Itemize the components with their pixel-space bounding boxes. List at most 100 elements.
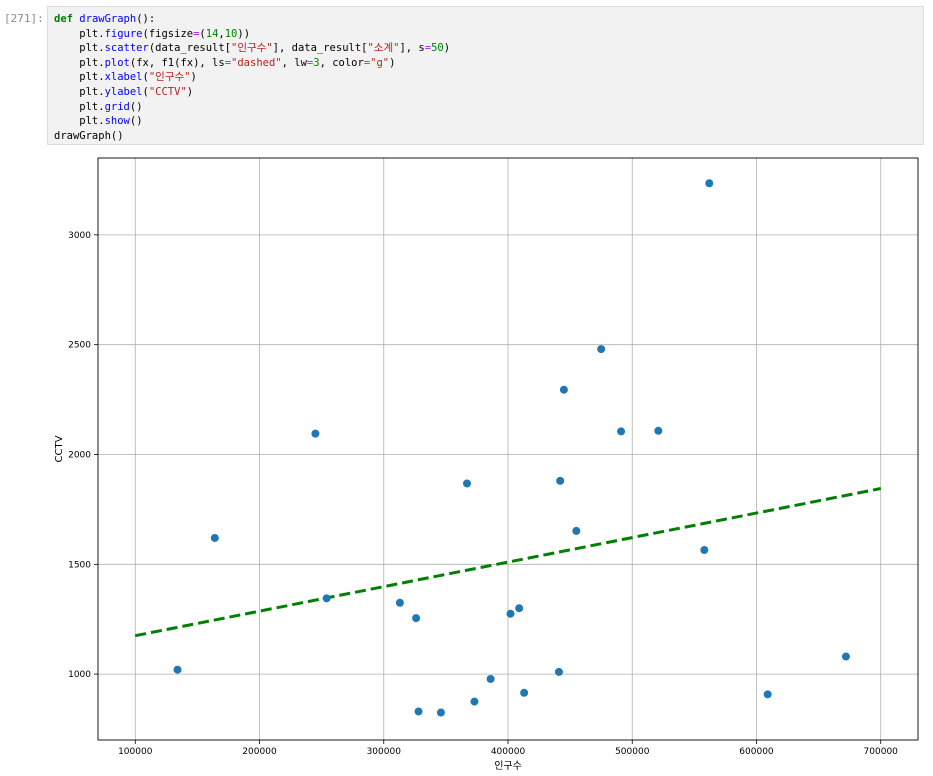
scatter-point [173, 665, 182, 674]
scatter-point [414, 707, 423, 716]
axis-ticks: 100000 200000 300000 400000 500000 600000 7000… [68, 231, 898, 757]
code-token: plt. [54, 85, 105, 98]
x-tick-label: 300000 [367, 747, 402, 757]
x-axis-label: 인구수 [494, 760, 522, 772]
code-token: 14 [205, 27, 219, 40]
scatter-points [173, 179, 850, 717]
code-token: = [306, 56, 314, 69]
code-token: plot [104, 56, 130, 69]
code-token: (): [136, 13, 156, 25]
code-token: ], s [399, 42, 425, 55]
code-line: plt.scatter(data_result["인구수"], data_res… [54, 41, 917, 56]
code-token: plt. [54, 100, 105, 113]
scatter-point [210, 533, 219, 542]
scatter-point [763, 690, 772, 699]
code-token: drawGraph [79, 13, 137, 25]
code-token: "인구수" [148, 71, 191, 84]
code-token: () [129, 100, 143, 113]
scatter-point [617, 427, 626, 436]
scatter-point [705, 179, 714, 188]
scatter-point [322, 594, 331, 603]
scatter-point [470, 697, 479, 706]
x-tick-label: 100000 [118, 747, 153, 757]
code-token: ) [389, 56, 396, 69]
code-token: = [193, 27, 200, 40]
code-token: 50 [431, 42, 444, 55]
trend-line-layer [134, 487, 882, 638]
scatter-point [395, 598, 404, 607]
code-token: grid [104, 100, 130, 113]
scatter-point [515, 604, 524, 613]
y-tick-label: 1000 [68, 670, 91, 680]
code-token: "인구수" [231, 42, 273, 55]
code-line: def drawGraph(): [54, 12, 917, 27]
code-token: ylabel [104, 85, 143, 98]
cell-prompt: [271]: [4, 12, 44, 25]
code-token: show [104, 115, 130, 128]
scatter-point [463, 479, 471, 488]
grid-lines [98, 158, 918, 740]
scatter-point [841, 652, 850, 661]
code-token: = [224, 56, 232, 69]
code-token: 10 [224, 27, 238, 40]
scatter-point [554, 667, 563, 676]
code-editor[interactable]: def drawGraph(): plt.figure(figsize=(14,… [48, 7, 923, 148]
code-token: , [218, 27, 225, 40]
y-tick-label: 2500 [68, 341, 91, 351]
x-tick-label: 600000 [739, 747, 774, 757]
code-token: plt. [54, 56, 105, 69]
code-token: , color [319, 56, 364, 69]
code-line: drawGraph() [54, 129, 917, 144]
scatter-point [486, 674, 495, 683]
trend-line [134, 487, 882, 638]
x-tick-label: 700000 [864, 747, 899, 757]
y-tick-label: 2000 [68, 450, 91, 460]
code-token: "소계" [367, 42, 400, 55]
code-line: plt.plot(fx, f1(fx), ls="dashed", lw=3, … [54, 56, 917, 71]
scatter-chart: 100000 200000 300000 400000 500000 600000 7000… [54, 157, 919, 772]
code-token: ( [199, 27, 206, 40]
x-tick-label: 400000 [491, 747, 526, 757]
code-token: , lw [281, 56, 307, 69]
code-token: 3 [313, 56, 320, 69]
code-token: ], data_result[ [272, 42, 368, 55]
scatter-point [559, 385, 568, 394]
x-tick-label: 200000 [242, 747, 277, 757]
code-token: "CCTV" [148, 85, 187, 98]
code-token: "g" [370, 56, 390, 69]
x-tick-label: 500000 [615, 747, 650, 757]
code-token: scatter [104, 42, 149, 55]
code-token: () [129, 115, 143, 128]
code-token: (data_result[ [148, 42, 232, 55]
code-token: ) [186, 85, 194, 98]
code-token: ) [190, 71, 197, 84]
scatter-point [654, 426, 663, 435]
code-token: figure [104, 27, 143, 40]
code-token: drawGraph() [54, 129, 124, 142]
y-tick-label: 1500 [68, 560, 91, 570]
code-line: plt.figure(figsize=(14,10)) [54, 27, 917, 42]
scatter-point [556, 476, 565, 485]
scatter-point [412, 614, 421, 623]
scatter-point [311, 429, 320, 438]
y-axis-label: CCTV [54, 435, 65, 462]
scatter-point [520, 688, 529, 697]
code-token: plt. [54, 115, 105, 128]
code-token: plt. [54, 27, 105, 40]
code-token: ) [443, 42, 451, 55]
code-token: xlabel [104, 71, 143, 84]
code-line: plt.grid() [54, 100, 917, 115]
scatter-point [700, 546, 709, 555]
code-token: "dashed" [231, 56, 282, 69]
code-token: )) [237, 27, 251, 40]
code-token: = [424, 42, 432, 55]
code-line: plt.xlabel("인구수") [54, 70, 917, 85]
y-tick-label: 3000 [68, 231, 91, 241]
scatter-point [572, 526, 581, 535]
code-token: (fx, f1(fx), ls [129, 56, 225, 69]
scatter-point [436, 708, 445, 717]
code-token: ( [142, 71, 149, 84]
scatter-point [506, 609, 515, 618]
code-cell[interactable]: def drawGraph(): plt.figure(figsize=(14,… [47, 6, 924, 145]
code-token: plt. [54, 71, 105, 84]
